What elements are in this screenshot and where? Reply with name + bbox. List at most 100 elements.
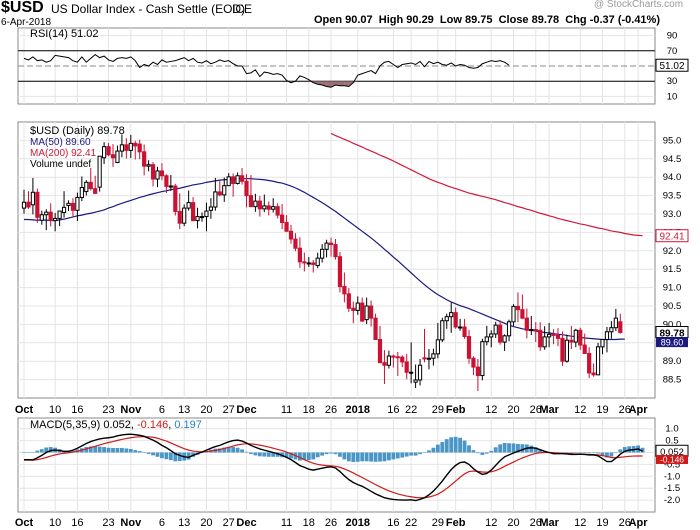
- price-tick-label: 92.0: [663, 246, 682, 257]
- macd-histogram-bar: [257, 452, 262, 457]
- macd-histogram-bar: [102, 447, 106, 453]
- macd-histogram-bar: [387, 452, 391, 461]
- macd-histogram-bar: [502, 442, 507, 453]
- candle-up: [511, 305, 516, 323]
- macd-tick-label: -1.0: [664, 471, 680, 482]
- price-x-tick-label: 20: [507, 404, 519, 416]
- watermark: @ StockCharts.com: [594, 0, 684, 10]
- candle-down: [538, 329, 543, 348]
- macd-line: [24, 433, 643, 502]
- macd-histogram-bar: [26, 452, 31, 453]
- price-x-tick-label: Oct: [15, 404, 34, 416]
- candle-down: [462, 326, 467, 338]
- candle-down: [35, 191, 40, 218]
- macd-histogram-bar: [333, 452, 338, 455]
- candle-up: [489, 333, 494, 338]
- macd-x-tick-label: Dec: [236, 517, 256, 529]
- macd-histogram-bar: [431, 447, 436, 453]
- candle-down: [26, 201, 31, 208]
- price-x-tick-label: 16: [71, 404, 83, 416]
- macd-histogram-bar: [342, 452, 347, 460]
- candle-down: [422, 357, 427, 360]
- macd-histogram-bar: [177, 452, 182, 462]
- price-tick-label: 91.0: [663, 283, 682, 294]
- candle-down: [142, 151, 147, 167]
- price-tick-label: 90.5: [663, 301, 682, 312]
- macd-histogram-bar: [120, 447, 124, 453]
- candle-up: [315, 257, 320, 267]
- candle-up: [386, 355, 391, 366]
- macd-histogram-bar: [311, 452, 316, 460]
- candle-down: [284, 221, 289, 232]
- macd-histogram-bar: [226, 447, 231, 453]
- candle-down: [297, 247, 302, 263]
- macd-x-tick-label: 22: [405, 517, 417, 529]
- price-x-tick-label: 16: [387, 404, 399, 416]
- price-legend: $USD (Daily) 89.78: [30, 125, 125, 137]
- macd-histogram-bar: [435, 444, 440, 453]
- macd-histogram-bar: [160, 452, 164, 459]
- volume-legend: Volume undef: [30, 159, 92, 170]
- price-tick-label: 95.0: [663, 135, 682, 146]
- macd-hist-legend-value: 0.197: [174, 419, 202, 431]
- candle-down: [373, 317, 378, 340]
- candle-down: [515, 305, 521, 311]
- macd-histogram-bar: [235, 447, 240, 453]
- candle-up: [119, 144, 125, 152]
- candle-down: [191, 202, 196, 222]
- macd-histogram-bar: [124, 448, 129, 453]
- candle-down: [395, 356, 400, 359]
- candle-up: [128, 142, 133, 151]
- macd-histogram-bar: [507, 443, 511, 453]
- macd-last-label: 0.052: [660, 447, 684, 458]
- macd-histogram-bar: [142, 452, 147, 453]
- price-x-tick-label: 26: [619, 404, 631, 416]
- macd-histogram-bar: [22, 452, 26, 453]
- candle-up: [61, 206, 67, 214]
- exchange-label: ICE: [232, 2, 253, 16]
- macd-histogram-bar: [591, 452, 596, 454]
- candle-down: [582, 344, 587, 354]
- macd-histogram-bar: [378, 452, 382, 462]
- macd-histogram-bar: [582, 452, 587, 454]
- candle-down: [555, 334, 561, 339]
- macd-histogram-bar: [520, 444, 525, 453]
- macd-histogram-bar: [306, 452, 311, 461]
- macd-x-tick-label: 20: [200, 517, 212, 529]
- macd-histogram-bar: [231, 447, 236, 453]
- candle-up: [409, 371, 414, 374]
- price-x-tick-label: 2018: [346, 404, 370, 416]
- macd-histogram-bar: [351, 452, 356, 463]
- candle-up: [364, 305, 369, 321]
- candle-up: [413, 379, 418, 383]
- candle-down: [591, 372, 596, 376]
- ma200-legend: MA(200) 92.41: [30, 148, 97, 159]
- price-x-tick-label: 23: [102, 404, 114, 416]
- ma50-legend: MA(50) 89.60: [30, 137, 91, 148]
- candle-up: [66, 202, 71, 207]
- price-x-tick-label: Dec: [236, 404, 256, 416]
- candle-up: [57, 210, 62, 219]
- candle-up: [480, 341, 485, 377]
- macd-histogram-bar: [97, 446, 102, 453]
- macd-histogram-bar: [622, 447, 627, 453]
- macd-histogram-bar: [31, 452, 35, 453]
- candle-up: [79, 187, 84, 198]
- macd-x-tick-label: 20: [507, 517, 519, 529]
- candle-up: [39, 214, 44, 221]
- macd-histogram-bar: [578, 452, 583, 454]
- candle-down: [257, 200, 262, 210]
- macd-x-tick-label: 26: [530, 517, 542, 529]
- price-panel-frame: [17, 121, 656, 399]
- macd-histogram-bar: [262, 452, 267, 457]
- macd-histogram-bar: [596, 452, 600, 454]
- candle-down: [159, 170, 165, 177]
- candle-down: [88, 181, 93, 190]
- candle-down: [93, 188, 98, 194]
- candle-up: [547, 333, 552, 338]
- macd-x-tick-label: 18: [303, 517, 315, 529]
- price-x-tick-label: 26: [325, 404, 337, 416]
- macd-histogram-bar: [462, 440, 467, 453]
- candle-up: [146, 164, 151, 167]
- macd-histogram-bar: [48, 447, 53, 453]
